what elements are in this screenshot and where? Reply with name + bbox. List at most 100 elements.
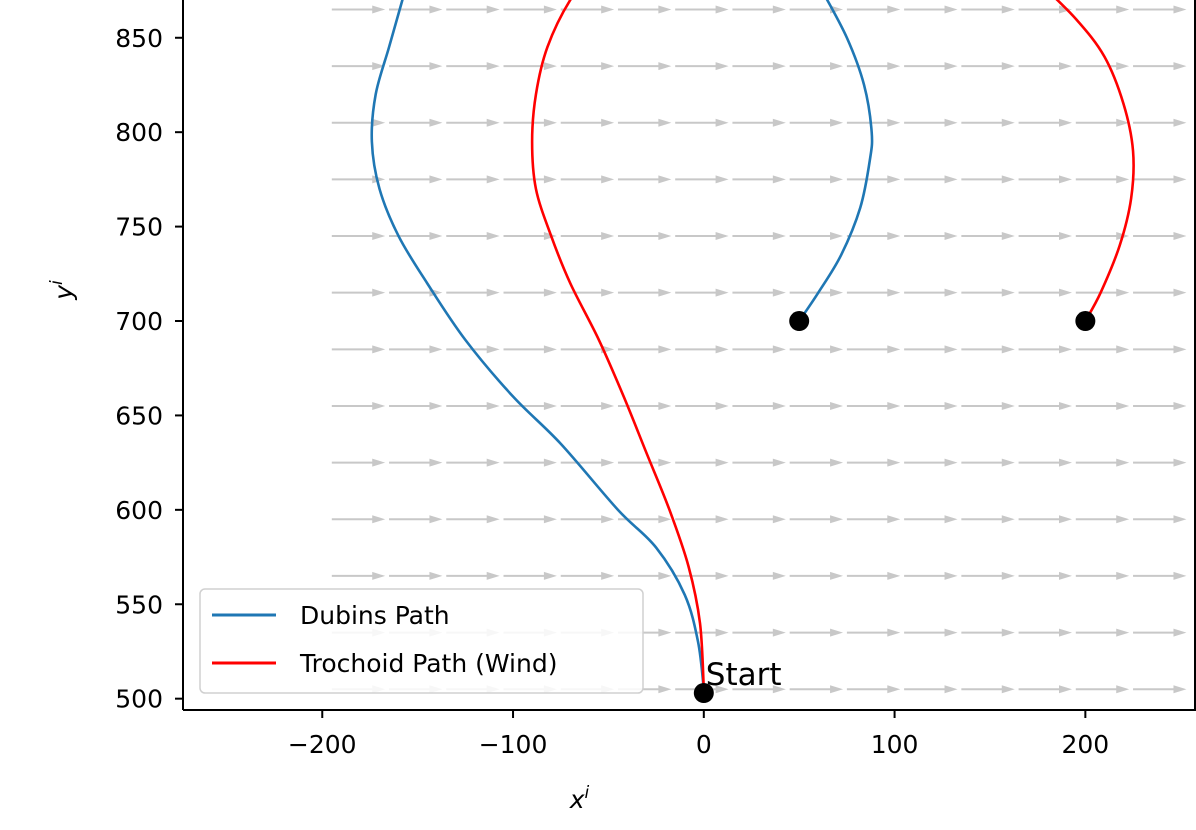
wind-arrow	[1075, 571, 1130, 580]
wind-arrow	[560, 232, 615, 241]
wind-arrow	[846, 685, 901, 694]
wind-arrow	[1075, 345, 1130, 354]
legend-label-trochoid: Trochoid Path (Wind)	[299, 649, 557, 678]
wind-arrow	[732, 175, 786, 184]
wind-arrow	[789, 401, 844, 410]
wind-arrow	[732, 62, 786, 71]
wind-arrow	[331, 401, 386, 410]
wind-arrow	[1133, 515, 1187, 524]
wind-arrow	[904, 62, 958, 71]
wind-arrow	[389, 5, 443, 14]
wind-arrow	[503, 401, 557, 410]
wind-arrow	[560, 515, 615, 524]
wind-arrow	[675, 401, 729, 410]
x-axis-label-base: x	[569, 785, 585, 814]
wind-arrow	[389, 458, 443, 467]
wind-arrow	[389, 118, 443, 127]
wind-arrow	[1133, 628, 1187, 637]
wind-arrow	[1133, 288, 1187, 297]
wind-arrow	[560, 62, 615, 71]
wind-arrow	[617, 458, 672, 467]
wind-arrow	[331, 118, 386, 127]
wind-arrow	[904, 515, 958, 524]
wind-arrow	[904, 5, 958, 14]
goal-marker	[1075, 311, 1096, 332]
wind-arrow	[961, 288, 1015, 297]
wind-arrow	[503, 62, 557, 71]
wind-arrow	[503, 175, 557, 184]
wind-arrow	[961, 345, 1015, 354]
wind-arrow	[389, 515, 443, 524]
y-tick-label: 850	[115, 24, 163, 53]
wind-arrow	[789, 515, 844, 524]
wind-arrow	[961, 571, 1015, 580]
wind-arrow	[617, 571, 672, 580]
wind-arrow	[446, 62, 500, 71]
wind-arrow	[1075, 5, 1130, 14]
wind-arrow	[1133, 118, 1187, 127]
wind-arrow	[846, 118, 901, 127]
wind-arrow	[846, 5, 901, 14]
wind-arrow	[1133, 62, 1187, 71]
wind-arrow	[846, 401, 901, 410]
wind-arrow	[675, 288, 729, 297]
wind-arrow	[446, 571, 500, 580]
wind-arrow	[961, 5, 1015, 14]
wind-arrow	[1018, 232, 1072, 241]
x-tick-label: 0	[696, 730, 712, 759]
wind-arrow	[446, 288, 500, 297]
wind-arrow	[1018, 62, 1072, 71]
wind-arrow	[789, 458, 844, 467]
wind-arrow	[446, 458, 500, 467]
y-axis-label-base: y	[49, 284, 78, 301]
wind-arrow	[617, 62, 672, 71]
wind-arrow	[503, 458, 557, 467]
wind-arrow	[446, 232, 500, 241]
wind-arrow	[503, 345, 557, 354]
wind-arrow	[1075, 118, 1130, 127]
wind-arrow	[617, 401, 672, 410]
y-tick-label: 550	[115, 590, 163, 619]
wind-arrow	[446, 118, 500, 127]
wind-arrow	[560, 288, 615, 297]
wind-arrow	[732, 345, 786, 354]
wind-arrow	[446, 5, 500, 14]
wind-arrow	[1075, 175, 1130, 184]
wind-arrow	[331, 5, 386, 14]
wind-arrow	[732, 685, 786, 694]
wind-arrow	[560, 345, 615, 354]
wind-arrow	[904, 345, 958, 354]
wind-arrow	[732, 401, 786, 410]
wind-arrow	[789, 571, 844, 580]
wind-arrow	[961, 175, 1015, 184]
wind-arrow	[675, 458, 729, 467]
wind-arrow	[1018, 458, 1072, 467]
wind-arrow	[331, 515, 386, 524]
trochoid-goal-arc	[1055, 0, 1135, 323]
wind-arrow	[560, 401, 615, 410]
start-annotation: Start	[706, 657, 782, 693]
wind-arrow	[446, 175, 500, 184]
wind-arrow	[1075, 515, 1130, 524]
wind-arrow	[846, 232, 901, 241]
wind-arrow	[446, 345, 500, 354]
x-axis-label: xi	[569, 783, 590, 814]
wind-arrow	[389, 345, 443, 354]
wind-arrow	[789, 118, 844, 127]
wind-arrow	[1018, 515, 1072, 524]
wind-arrow	[1133, 175, 1187, 184]
y-tick-label: 800	[115, 118, 163, 147]
wind-arrow	[675, 5, 729, 14]
wind-arrow	[846, 515, 901, 524]
y-tick-label: 700	[115, 307, 163, 336]
wind-arrow	[503, 515, 557, 524]
point-layer	[693, 311, 1096, 704]
wind-arrow	[1075, 458, 1130, 467]
dubins-path-line	[370, 0, 706, 691]
wind-arrow	[617, 118, 672, 127]
wind-arrow	[389, 232, 443, 241]
wind-arrow	[732, 5, 786, 14]
wind-arrow	[331, 458, 386, 467]
wind-arrow	[904, 571, 958, 580]
wind-arrow	[961, 232, 1015, 241]
